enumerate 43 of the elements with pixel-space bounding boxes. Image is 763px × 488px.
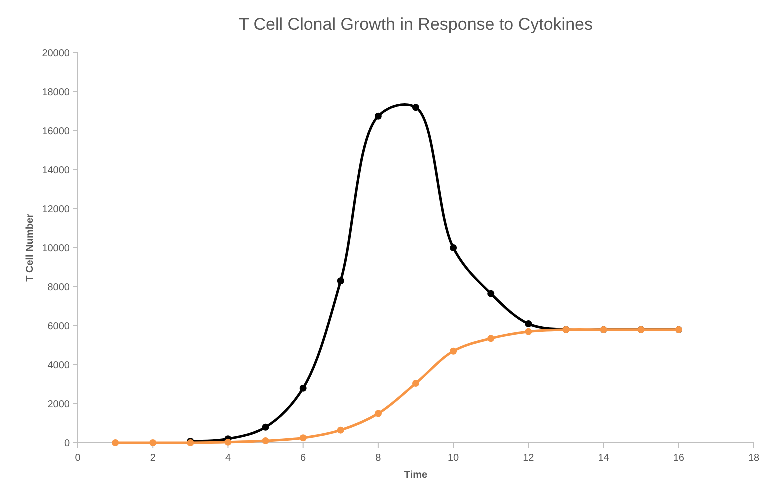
- point: [300, 384, 307, 392]
- x-tick-label: 2: [150, 453, 156, 464]
- point: [450, 244, 458, 252]
- point: [412, 380, 420, 388]
- x-tick-label: 18: [748, 453, 760, 464]
- y-tick-label: 16000: [42, 126, 70, 138]
- point: [488, 335, 495, 342]
- y-tick-label: 4000: [48, 360, 70, 372]
- x-tick-label: 6: [300, 453, 307, 464]
- point: [412, 104, 420, 112]
- y-tick-label: 20000: [42, 48, 70, 60]
- chart-title: T Cell Clonal Growth in Response to Cytokines: [238, 15, 594, 34]
- point: [112, 440, 120, 446]
- point: [488, 290, 495, 298]
- x-tick-label: 16: [673, 453, 685, 464]
- y-tick-label: 18000: [42, 88, 70, 98]
- point: [337, 278, 344, 285]
- x-tick-label: 12: [523, 453, 535, 464]
- x-axis-title: Time: [404, 470, 428, 481]
- point: [150, 440, 157, 446]
- x-tick-label: 4: [225, 453, 232, 464]
- point: [525, 328, 532, 336]
- point: [525, 320, 532, 328]
- point: [262, 438, 270, 445]
- point: [224, 438, 232, 446]
- y-tick-label: 0: [64, 438, 70, 450]
- y-tick-label: 10000: [42, 244, 70, 254]
- point: [337, 426, 344, 434]
- point: [262, 424, 270, 431]
- y-axis-title: T Cell Number: [25, 214, 36, 282]
- point: [374, 410, 382, 418]
- y-tick-label: 6000: [48, 322, 70, 332]
- point: [300, 434, 307, 442]
- y-tick-label: 2000: [48, 400, 70, 410]
- point: [374, 112, 382, 120]
- y-tick-label: 8000: [48, 282, 70, 294]
- x-tick-label: 8: [376, 453, 382, 464]
- x-tick-label: 14: [598, 453, 610, 464]
- y-tick-label: 14000: [42, 166, 70, 176]
- x-tick-label: 0: [75, 453, 82, 464]
- point: [450, 348, 458, 355]
- y-tick-label: 12000: [42, 204, 70, 216]
- x-tick-label: 10: [448, 453, 460, 464]
